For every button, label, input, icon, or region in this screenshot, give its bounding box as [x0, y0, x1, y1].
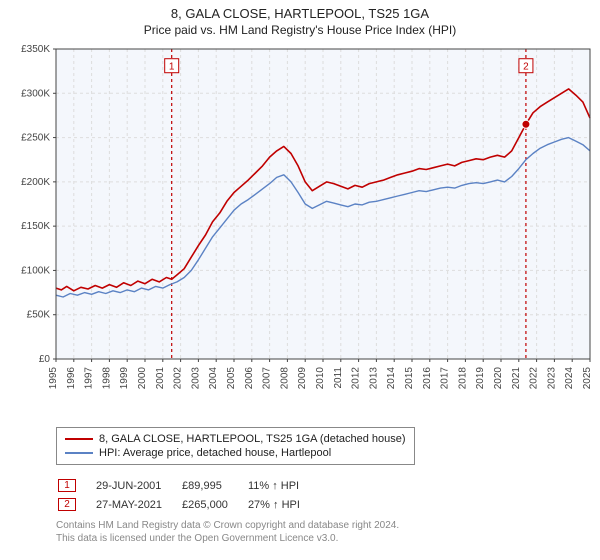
marker-price-1: £89,995: [182, 477, 246, 494]
svg-text:2002: 2002: [173, 367, 184, 390]
svg-text:2000: 2000: [137, 367, 148, 390]
svg-text:2015: 2015: [404, 367, 415, 390]
svg-text:1998: 1998: [101, 367, 112, 390]
svg-text:2008: 2008: [279, 367, 290, 390]
footnotes: Contains HM Land Registry data © Crown c…: [56, 519, 590, 545]
svg-text:2003: 2003: [190, 367, 201, 390]
marker-badge-1: 1: [58, 479, 76, 492]
svg-text:2007: 2007: [262, 367, 273, 390]
svg-text:2025: 2025: [582, 367, 593, 390]
svg-text:2021: 2021: [511, 367, 522, 390]
svg-text:2009: 2009: [297, 367, 308, 390]
chart-title-sub: Price paid vs. HM Land Registry's House …: [0, 23, 600, 37]
svg-text:2017: 2017: [440, 367, 451, 390]
svg-text:£100K: £100K: [21, 265, 50, 276]
marker-pct-2: 27% ↑ HPI: [248, 496, 318, 513]
svg-text:2020: 2020: [493, 367, 504, 390]
legend-swatch-2: [65, 452, 93, 454]
svg-text:2006: 2006: [244, 367, 255, 390]
svg-text:2011: 2011: [333, 367, 344, 389]
svg-text:2016: 2016: [422, 367, 433, 390]
svg-text:2012: 2012: [351, 367, 362, 390]
svg-text:2010: 2010: [315, 367, 326, 390]
svg-text:1999: 1999: [119, 367, 130, 390]
chart-svg: £0 £50K £100K £150K £200K £250K £300K £350K 1995…: [0, 39, 600, 419]
svg-text:2019: 2019: [475, 367, 486, 390]
footnote-line-1: Contains HM Land Registry data © Crown c…: [56, 519, 590, 532]
svg-text:£300K: £300K: [21, 88, 50, 99]
chart-plot-area: £0 £50K £100K £150K £200K £250K £300K £350K 1995…: [0, 39, 600, 419]
svg-text:£200K: £200K: [21, 177, 50, 188]
chart-title-address: 8, GALA CLOSE, HARTLEPOOL, TS25 1GA: [0, 6, 600, 21]
svg-text:2001: 2001: [155, 367, 166, 390]
marker-row: 1 29-JUN-2001 £89,995 11% ↑ HPI: [58, 477, 318, 494]
marker-price-2: £265,000: [182, 496, 246, 513]
footnote-line-2: This data is licensed under the Open Gov…: [56, 532, 590, 545]
svg-text:£50K: £50K: [27, 310, 51, 321]
legend-label-1: 8, GALA CLOSE, HARTLEPOOL, TS25 1GA (det…: [99, 433, 406, 445]
chart-titles: 8, GALA CLOSE, HARTLEPOOL, TS25 1GA Pric…: [0, 0, 600, 39]
marker-badge-2: 2: [58, 498, 76, 511]
marker-date-1: 29-JUN-2001: [96, 477, 180, 494]
svg-text:2018: 2018: [457, 367, 468, 390]
svg-text:2005: 2005: [226, 367, 237, 390]
svg-text:2023: 2023: [546, 367, 557, 390]
svg-text:1996: 1996: [66, 367, 77, 390]
marker-pct-1: 11% ↑ HPI: [248, 477, 318, 494]
legend-swatch-1: [65, 438, 93, 440]
legend-row-series1: 8, GALA CLOSE, HARTLEPOOL, TS25 1GA (det…: [65, 432, 406, 446]
svg-text:£150K: £150K: [21, 221, 50, 232]
svg-text:2014: 2014: [386, 367, 397, 390]
svg-text:2024: 2024: [564, 367, 575, 390]
legend-box: 8, GALA CLOSE, HARTLEPOOL, TS25 1GA (det…: [56, 427, 415, 465]
chart-container: 8, GALA CLOSE, HARTLEPOOL, TS25 1GA Pric…: [0, 0, 600, 545]
svg-text:1997: 1997: [84, 367, 95, 390]
legend-row-series2: HPI: Average price, detached house, Hart…: [65, 446, 406, 460]
legend-label-2: HPI: Average price, detached house, Hart…: [99, 447, 331, 459]
svg-text:2013: 2013: [368, 367, 379, 390]
svg-text:2022: 2022: [529, 367, 540, 390]
svg-text:£0: £0: [39, 354, 51, 365]
svg-text:1995: 1995: [48, 367, 59, 390]
markers-table: 1 29-JUN-2001 £89,995 11% ↑ HPI 2 27-MAY…: [56, 475, 320, 515]
svg-text:2004: 2004: [208, 367, 219, 390]
svg-text:2: 2: [523, 62, 529, 73]
svg-text:£350K: £350K: [21, 44, 50, 55]
svg-text:1: 1: [169, 62, 175, 73]
marker-row: 2 27-MAY-2021 £265,000 27% ↑ HPI: [58, 496, 318, 513]
marker-date-2: 27-MAY-2021: [96, 496, 180, 513]
svg-text:£250K: £250K: [21, 133, 50, 144]
